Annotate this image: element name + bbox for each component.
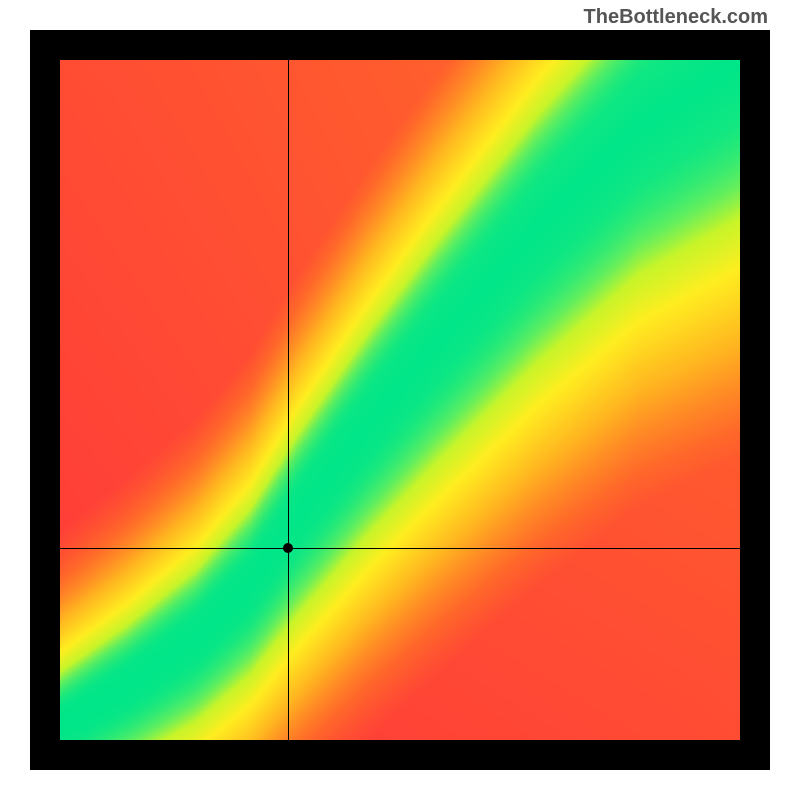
crosshair-horizontal [60, 548, 740, 549]
chart-container: TheBottleneck.com [0, 0, 800, 800]
marker-dot [283, 543, 293, 553]
heatmap-canvas [60, 60, 740, 740]
plot-area [60, 60, 740, 740]
crosshair-vertical [288, 60, 289, 740]
plot-frame [30, 30, 770, 770]
attribution-label: TheBottleneck.com [584, 6, 768, 29]
